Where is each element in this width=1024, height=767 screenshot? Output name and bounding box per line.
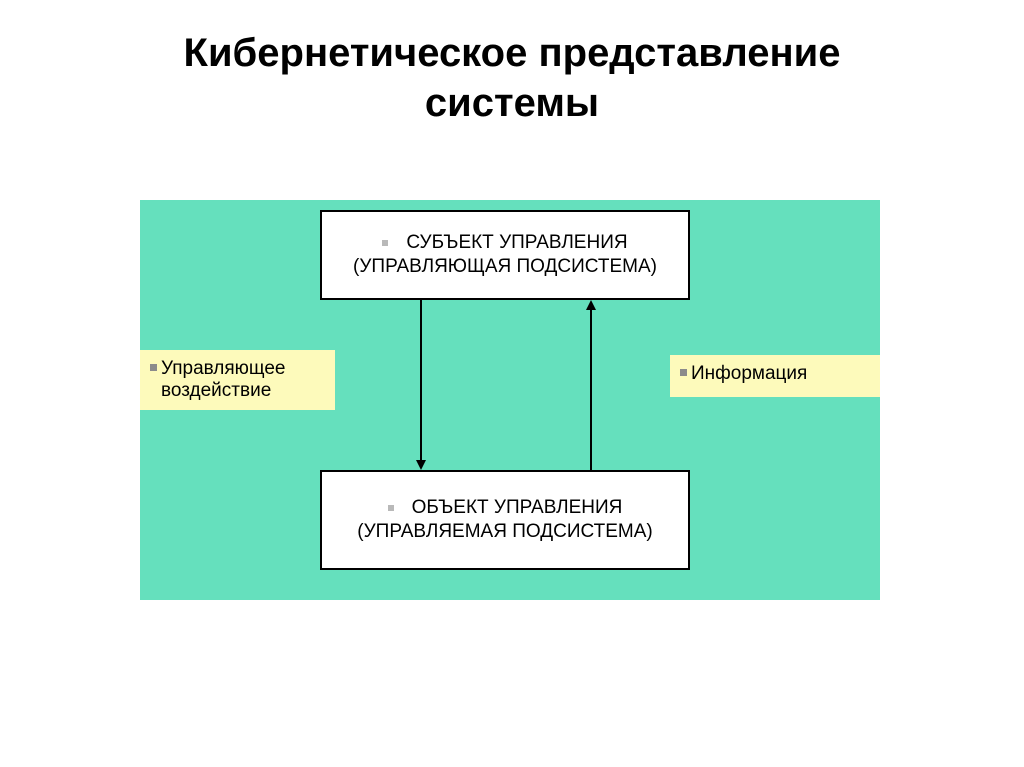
bullet-icon <box>150 364 157 371</box>
arrow-up-head-icon <box>586 300 596 310</box>
arrow-up-line <box>590 310 592 470</box>
bullet-icon <box>388 505 394 511</box>
label-information-text: Информация <box>691 363 807 385</box>
label-control-action-text: Управляющеевоздействие <box>161 358 285 402</box>
arrow-down-head-icon <box>416 460 426 470</box>
title-line1: Кибернетическое представление <box>184 31 841 75</box>
node-subject: СУБЪЕКТ УПРАВЛЕНИЯ (УПРАВЛЯЮЩАЯ ПОДСИСТЕ… <box>320 210 690 300</box>
arrow-down-line <box>420 300 422 460</box>
node-subject-line1: СУБЪЕКТ УПРАВЛЕНИЯ <box>406 232 627 254</box>
node-object-line1: ОБЪЕКТ УПРАВЛЕНИЯ <box>412 497 623 519</box>
node-object-line2: (УПРАВЛЯЕМАЯ ПОДСИСТЕМА) <box>357 521 652 543</box>
bullet-icon <box>680 369 687 376</box>
node-subject-line2: (УПРАВЛЯЮЩАЯ ПОДСИСТЕМА) <box>353 256 657 278</box>
node-object: ОБЪЕКТ УПРАВЛЕНИЯ (УПРАВЛЯЕМАЯ ПОДСИСТЕМ… <box>320 470 690 570</box>
title-line2: системы <box>425 81 599 125</box>
label-information: Информация <box>670 355 880 397</box>
label-control-action: Управляющеевоздействие <box>140 350 335 410</box>
bullet-icon <box>382 240 388 246</box>
page-title: Кибернетическое представление системы <box>0 0 1024 128</box>
